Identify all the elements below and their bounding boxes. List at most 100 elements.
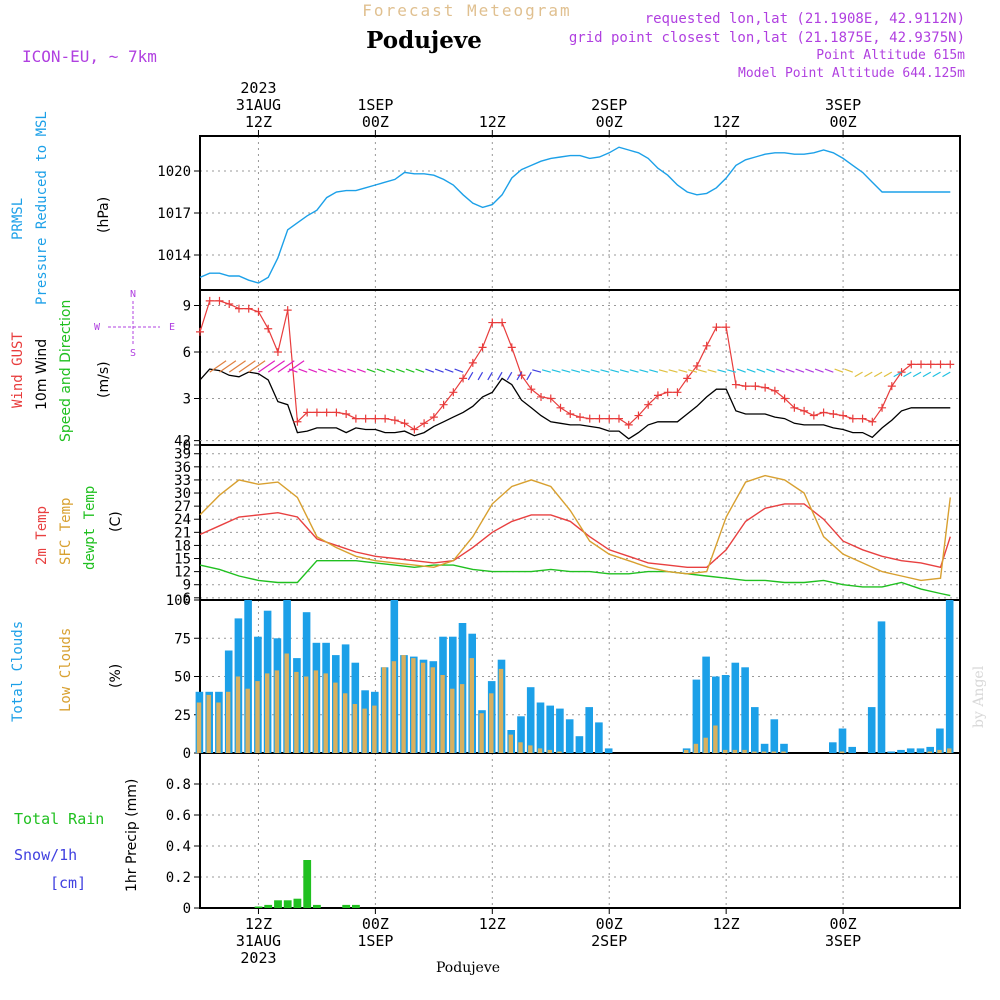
location-title: Podujeve xyxy=(366,27,482,54)
gust-marker-23 xyxy=(420,419,429,428)
gust-marker-59 xyxy=(770,386,779,395)
total-cloud-bar-54 xyxy=(721,675,730,753)
bottom-time-label-3-0: 00Z xyxy=(596,915,623,933)
wind-direction-arrow-54 xyxy=(658,369,668,373)
gust-marker-75 xyxy=(926,360,935,369)
gust-marker-70 xyxy=(878,403,887,412)
low-cloud-bar-8 xyxy=(274,670,280,753)
low-cloud-bar-76 xyxy=(937,749,942,753)
wind-direction-arrow-30 xyxy=(425,368,435,373)
wind-direction-arrow-43 xyxy=(551,369,561,373)
top-time-label-2-0: 12Z xyxy=(479,113,506,131)
wind-direction-arrow-75 xyxy=(864,371,873,378)
total-cloud-bar-72 xyxy=(897,749,905,753)
wind-direction-arrow-57 xyxy=(688,369,698,373)
compass-w: W xyxy=(94,322,101,333)
gust-marker-0 xyxy=(196,327,204,336)
precip-unit-label: 1hr Precip (mm) xyxy=(124,779,140,892)
total-cloud-bar-39 xyxy=(575,736,584,753)
bottom-time-label-1-0: 00Z xyxy=(362,915,389,933)
low-cloud-bar-23 xyxy=(420,662,426,753)
wind-direction-arrow-9 xyxy=(228,360,246,373)
low-cloud-bar-35 xyxy=(537,748,543,753)
wind-direction-arrow-34 xyxy=(467,371,474,381)
wind-direction-arrow-70 xyxy=(814,368,824,373)
total-cloud-bar-51 xyxy=(692,679,701,753)
total-cloud-bar-5 xyxy=(244,600,252,753)
header-title: Forecast Meteogram xyxy=(362,1,571,20)
pressure-line xyxy=(199,146,951,284)
precip-labels: Total Rain Snow/1h [cm] 1hr Precip (mm) xyxy=(14,779,140,892)
ytick-label-3-0: 0 xyxy=(183,746,191,762)
low-cloud-bar-29 xyxy=(479,713,484,753)
temp2m-label: 2m Temp xyxy=(34,506,50,565)
low-cloud-bar-77 xyxy=(947,748,952,753)
ytick-label-0-1: 1017 xyxy=(157,206,191,222)
wind-direction-arrow-49 xyxy=(610,369,620,373)
gust-marker-36 xyxy=(546,394,555,403)
wind-direction-arrow-27 xyxy=(395,368,405,373)
gust-marker-8 xyxy=(273,348,282,356)
gust-marker-47 xyxy=(653,391,662,400)
gust-marker-45 xyxy=(634,411,643,420)
gust-marker-43 xyxy=(614,414,623,423)
low-cloud-bar-54 xyxy=(723,749,728,753)
low-cloud-bar-13 xyxy=(323,673,328,753)
wind-direction-arrow-56 xyxy=(678,369,688,373)
gust-marker-15 xyxy=(342,410,351,418)
gust-marker-27 xyxy=(459,374,468,383)
ytick-label-2-1: 9 xyxy=(183,578,191,594)
total-cloud-bar-70 xyxy=(877,621,886,753)
low-cloud-bar-53 xyxy=(713,725,718,753)
ytick-label-2-12: 42 xyxy=(174,434,191,450)
total-cloud-bar-69 xyxy=(867,707,876,753)
gust-marker-3 xyxy=(225,299,234,308)
wind-direction-arrow-20 xyxy=(327,368,337,373)
cm-label: [cm] xyxy=(50,874,86,892)
wind-direction-arrow-21 xyxy=(337,368,347,373)
gust-marker-10 xyxy=(293,417,302,426)
gust-marker-16 xyxy=(351,414,360,423)
wind-direction-arrow-44 xyxy=(561,369,571,373)
low-cloud-bar-36 xyxy=(547,749,552,753)
low-cloud-bar-56 xyxy=(742,749,747,753)
sfc-temp-label: SFC Temp xyxy=(58,498,74,565)
total-cloud-bar-71 xyxy=(887,751,895,753)
ytick-label-3-3: 75 xyxy=(174,631,191,647)
ms-unit-label: (m/s) xyxy=(96,361,112,398)
total-cloud-bar-38 xyxy=(565,719,574,753)
total-cloud-bar-36 xyxy=(546,705,554,753)
wind-direction-arrow-37 xyxy=(497,371,503,381)
wind-direction-arrow-47 xyxy=(590,369,600,373)
wind-direction-arrow-24 xyxy=(366,368,376,373)
gust-marker-25 xyxy=(439,400,448,409)
panel-frame-4 xyxy=(199,752,961,909)
gust-marker-56 xyxy=(741,382,750,391)
prmsl-label: PRMSL xyxy=(10,198,26,240)
wind-speed-line xyxy=(199,368,951,440)
low-cloud-bar-14 xyxy=(333,682,338,753)
total-cloud-bar-33 xyxy=(517,716,525,753)
low-cloud-bar-2 xyxy=(216,702,221,753)
gust-marker-34 xyxy=(527,385,536,394)
low-cloud-bar-32 xyxy=(508,734,513,753)
gust-marker-41 xyxy=(595,414,604,423)
gust-marker-24 xyxy=(429,413,438,422)
gust-marker-19 xyxy=(381,414,390,423)
total-cloud-bar-59 xyxy=(770,719,779,753)
wind-direction-arrow-22 xyxy=(347,368,357,373)
bottom-time-label-0-1: 31AUG xyxy=(236,932,281,950)
wind-direction-arrow-58 xyxy=(697,369,707,373)
total-cloud-bar-41 xyxy=(595,722,603,753)
total-cloud-bar-57 xyxy=(751,707,759,753)
gust-marker-63 xyxy=(809,411,818,420)
wind-direction-arrow-14 xyxy=(277,360,295,373)
ytick-label-4-2: 0.4 xyxy=(166,839,191,855)
gust-marker-2 xyxy=(215,296,224,305)
wind-direction-arrow-23 xyxy=(356,368,366,373)
rain-bar-3 xyxy=(283,900,292,909)
bottom-time-label-4-0: 12Z xyxy=(713,915,740,933)
compass-n: N xyxy=(130,289,136,300)
